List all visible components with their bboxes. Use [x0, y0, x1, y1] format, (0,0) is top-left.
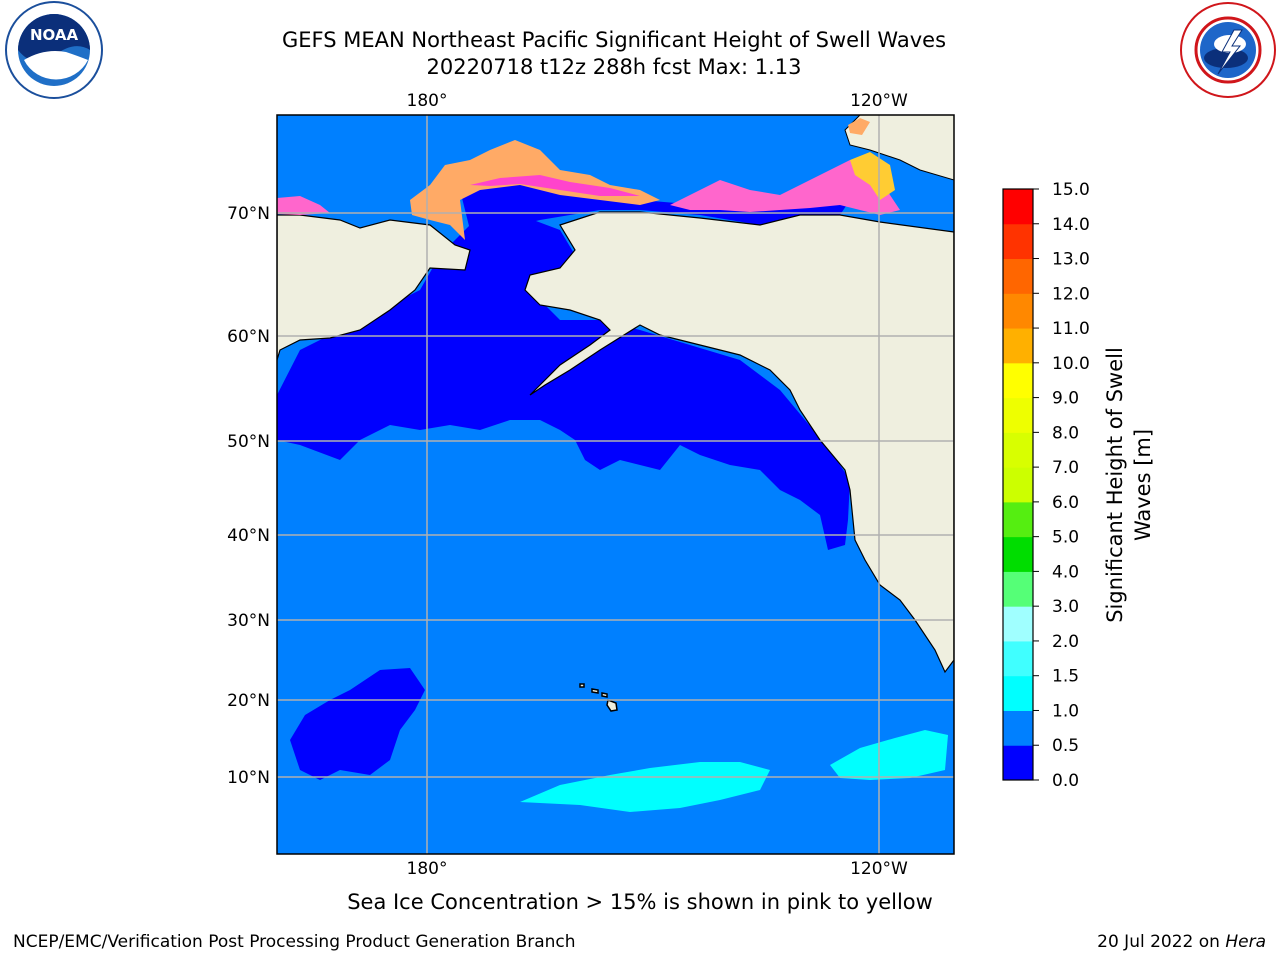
- colorbar-tick-label: 0.0: [1052, 771, 1079, 791]
- swell-region-high-south: [520, 762, 770, 812]
- land-hawaii: [579, 683, 618, 712]
- colorbar-level-1.0: [1003, 675, 1033, 711]
- lat-label-40n: 40°N: [227, 526, 270, 546]
- colorbar-tick-label: 10.0: [1052, 354, 1090, 374]
- colorbar-tick-label: 8.0: [1052, 423, 1079, 443]
- map-gridlines: [277, 115, 954, 854]
- colorbar-level-0.0: [1003, 745, 1033, 781]
- swell-region-low-west: [290, 668, 425, 780]
- lat-label-20n: 20°N: [227, 691, 270, 711]
- colorbar-tick-label: 13.0: [1052, 250, 1090, 270]
- colorbar-frame: [1002, 188, 1034, 781]
- footer-date-text: 20 Jul 2022 on: [1097, 932, 1226, 952]
- sea-ice-beaufort: [670, 160, 900, 215]
- nws-logo-icon: [1180, 2, 1276, 98]
- caption-text: Sea Ice Concentration > 15% is shown in …: [347, 890, 933, 914]
- colorbar: [1003, 189, 1033, 781]
- colorbar-label-line1: Significant Height of Swell: [1103, 347, 1127, 623]
- colorbar-level-9.0: [1003, 362, 1033, 399]
- sea-ice-beaufort-yellow: [850, 152, 895, 200]
- land-arctic-islands: [844, 115, 954, 181]
- colorbar-tick-label: 5.0: [1052, 528, 1079, 548]
- footer-machine: Hera: [1225, 932, 1266, 952]
- chart-title: GEFS MEAN Northeast Pacific Significant …: [281, 28, 947, 52]
- colorbar-level-12.0: [1003, 258, 1033, 294]
- swell-region-low-north: [277, 215, 850, 550]
- colorbar-tick-label: 3.0: [1052, 597, 1079, 617]
- caption: Sea Ice Concentration > 15% is shown in …: [0, 890, 1280, 914]
- colorbar-tick-label: 1.0: [1052, 701, 1079, 721]
- lat-label-70n: 70°N: [227, 204, 270, 224]
- sea-ice-north: [848, 118, 870, 135]
- noaa-logo-icon: NOAA: [5, 1, 103, 99]
- land-asia: [277, 214, 471, 361]
- lon-label-top-180: 180°: [407, 91, 448, 111]
- sea-ice-chukchi-pink: [470, 175, 640, 196]
- colorbar-tick-label: 11.0: [1052, 319, 1090, 339]
- lat-label-50n: 50°N: [227, 432, 270, 452]
- colorbar-level-8.0: [1003, 397, 1033, 433]
- colorbar-tick-label: 15.0: [1052, 180, 1090, 200]
- colorbar-tick-label: 4.0: [1052, 562, 1079, 582]
- lon-label-bottom-120w: 120°W: [850, 859, 908, 879]
- footer-date: 20 Jul 2022 on Hera: [1097, 932, 1266, 952]
- colorbar-level-2.0: [1003, 606, 1033, 642]
- colorbar-tick-label: 9.0: [1052, 389, 1079, 409]
- colorbar-level-13.0: [1003, 223, 1033, 260]
- colorbar-tick-label: 1.5: [1052, 667, 1079, 687]
- lon-label-bottom-180: 180°: [407, 859, 448, 879]
- colorbar-level-6.0: [1003, 467, 1033, 503]
- colorbar-tick-label: 6.0: [1052, 493, 1079, 513]
- footer-credit: NCEP/EMC/Verification Post Processing Pr…: [13, 932, 576, 952]
- lon-label-top-120w: 120°W: [850, 91, 908, 111]
- colorbar-tick-label: 0.5: [1052, 736, 1079, 756]
- colorbar-level-4.0: [1003, 536, 1033, 572]
- colorbar-level-0.5: [1003, 710, 1033, 746]
- lat-label-10n: 10°N: [227, 768, 270, 788]
- colorbar-level-10.0: [1003, 328, 1033, 364]
- colorbar-tick-label: 2.0: [1052, 632, 1079, 652]
- map-frame: [276, 114, 955, 855]
- lat-label-30n: 30°N: [227, 611, 270, 631]
- sea-ice-west: [277, 196, 330, 215]
- colorbar-level-11.0: [1003, 293, 1033, 329]
- colorbar-level-7.0: [1003, 432, 1033, 468]
- colorbar-label-line2: Waves [m]: [1131, 429, 1155, 541]
- sea-ice-chukchi: [410, 140, 660, 240]
- colorbar-tick-label: 7.0: [1052, 458, 1079, 478]
- colorbar-level-1.5: [1003, 640, 1033, 677]
- colorbar-level-3.0: [1003, 571, 1033, 607]
- noaa-logo-text: NOAA: [30, 26, 79, 44]
- colorbar-ticks: 0.0 0.5 1.0 1.5 2.0 3.0 4.0 5.0 6.0 7.0 8.0 9.0 10.0…: [1033, 180, 1090, 791]
- colorbar-tick-label: 12.0: [1052, 284, 1090, 304]
- colorbar-tick-label: 14.0: [1052, 215, 1090, 235]
- chart-subtitle: 20220718 t12z 288h fcst Max: 1.13: [426, 55, 802, 79]
- swell-region-high-east: [830, 730, 948, 780]
- lat-label-60n: 60°N: [227, 327, 270, 347]
- colorbar-level-14.0: [1003, 189, 1033, 225]
- colorbar-level-5.0: [1003, 501, 1033, 538]
- land-north-america: [524, 211, 954, 674]
